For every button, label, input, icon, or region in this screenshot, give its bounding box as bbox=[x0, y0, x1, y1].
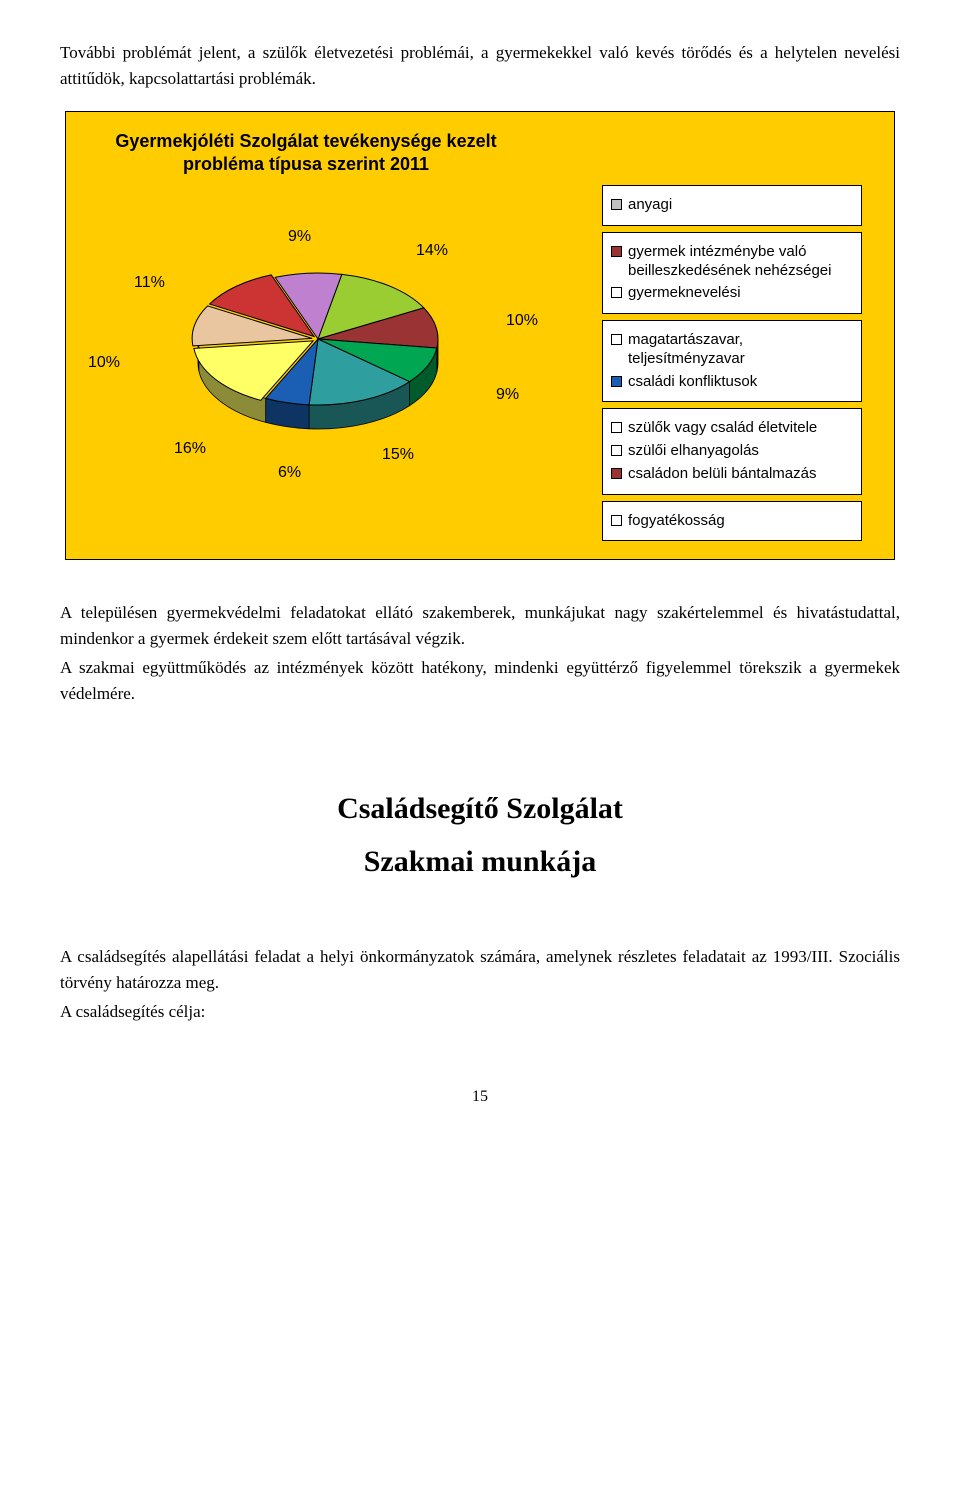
legend-swatch-icon bbox=[611, 445, 622, 456]
pie-svg bbox=[86, 181, 586, 501]
closing-paragraph: A családsegítés alapellátási feladat a h… bbox=[60, 944, 900, 995]
pie-chart-container: Gyermekjóléti Szolgálat tevékenysége kez… bbox=[65, 111, 895, 560]
legend-label: szülők vagy család életvitele bbox=[628, 419, 817, 438]
body-paragraph: A településen gyermekvédelmi feladatokat… bbox=[60, 600, 900, 651]
chart-title: Gyermekjóléti Szolgálat tevékenysége kez… bbox=[96, 130, 516, 175]
legend-swatch-icon bbox=[611, 468, 622, 479]
section-heading-1: Családsegítő Szolgálat bbox=[60, 786, 900, 831]
closing-text: A családsegítés alapellátási feladat a h… bbox=[60, 944, 900, 1025]
heading-block: Családsegítő Szolgálat Szakmai munkája bbox=[60, 786, 900, 884]
legend-item: családi konfliktusok bbox=[611, 373, 853, 392]
legend-swatch-icon bbox=[611, 287, 622, 298]
pie-slice-label: 15% bbox=[382, 443, 414, 467]
legend-swatch-icon bbox=[611, 422, 622, 433]
pie-slice-label: 9% bbox=[288, 225, 311, 249]
legend-box: magatartászavar, teljesítményzavar család… bbox=[602, 320, 862, 402]
legend-label: anyagi bbox=[628, 196, 672, 215]
legend-box: gyermek intézménybe való beilleszkedésén… bbox=[602, 232, 862, 314]
legend-item: szülők vagy család életvitele bbox=[611, 419, 853, 438]
pie-slice-label: 14% bbox=[416, 239, 448, 263]
legend-item: szülői elhanyagolás bbox=[611, 442, 853, 461]
legend-item: gyermek intézménybe való beilleszkedésén… bbox=[611, 243, 853, 281]
pie-slice-label: 11% bbox=[134, 271, 165, 295]
legend-item: gyermeknevelési bbox=[611, 284, 853, 303]
chart-body: 14% 10% 9% 15% 6% 16% 10% 11% 9% anyagi gyermek i… bbox=[86, 181, 874, 541]
legend-column: anyagi gyermek intézménybe való beilleszk… bbox=[602, 181, 862, 541]
legend-item: anyagi bbox=[611, 196, 853, 215]
closing-paragraph: A családsegítés célja: bbox=[60, 999, 900, 1025]
legend-swatch-icon bbox=[611, 334, 622, 345]
intro-paragraph: További problémát jelent, a szülők életv… bbox=[60, 40, 900, 91]
legend-label: gyermek intézménybe való beilleszkedésén… bbox=[628, 243, 853, 281]
legend-label: szülői elhanyagolás bbox=[628, 442, 759, 461]
page-number: 15 bbox=[60, 1085, 900, 1109]
legend-swatch-icon bbox=[611, 246, 622, 257]
body-paragraph: A szakmai együttműködés az intézmények k… bbox=[60, 655, 900, 706]
legend-label: gyermeknevelési bbox=[628, 284, 741, 303]
legend-box: anyagi bbox=[602, 185, 862, 226]
pie-slice-label: 9% bbox=[496, 383, 519, 407]
pie-slice-label: 16% bbox=[174, 437, 206, 461]
legend-label: családon belüli bántalmazás bbox=[628, 465, 816, 484]
legend-label: családi konfliktusok bbox=[628, 373, 757, 392]
legend-item: magatartászavar, teljesítményzavar bbox=[611, 331, 853, 369]
legend-label: fogyatékosság bbox=[628, 512, 725, 531]
pie-slice-label: 10% bbox=[88, 351, 120, 375]
pie-area: 14% 10% 9% 15% 6% 16% 10% 11% 9% bbox=[86, 181, 586, 501]
legend-box: szülők vagy család életvitele szülői elha… bbox=[602, 408, 862, 494]
legend-swatch-icon bbox=[611, 376, 622, 387]
body-text: A településen gyermekvédelmi feladatokat… bbox=[60, 600, 900, 706]
pie-slice-label: 10% bbox=[506, 309, 538, 333]
pie-slice-label: 6% bbox=[278, 461, 301, 485]
legend-swatch-icon bbox=[611, 515, 622, 526]
legend-box: fogyatékosság bbox=[602, 501, 862, 542]
legend-item: fogyatékosság bbox=[611, 512, 853, 531]
legend-item: családon belüli bántalmazás bbox=[611, 465, 853, 484]
legend-label: magatartászavar, teljesítményzavar bbox=[628, 331, 853, 369]
legend-swatch-icon bbox=[611, 199, 622, 210]
section-heading-2: Szakmai munkája bbox=[60, 839, 900, 884]
